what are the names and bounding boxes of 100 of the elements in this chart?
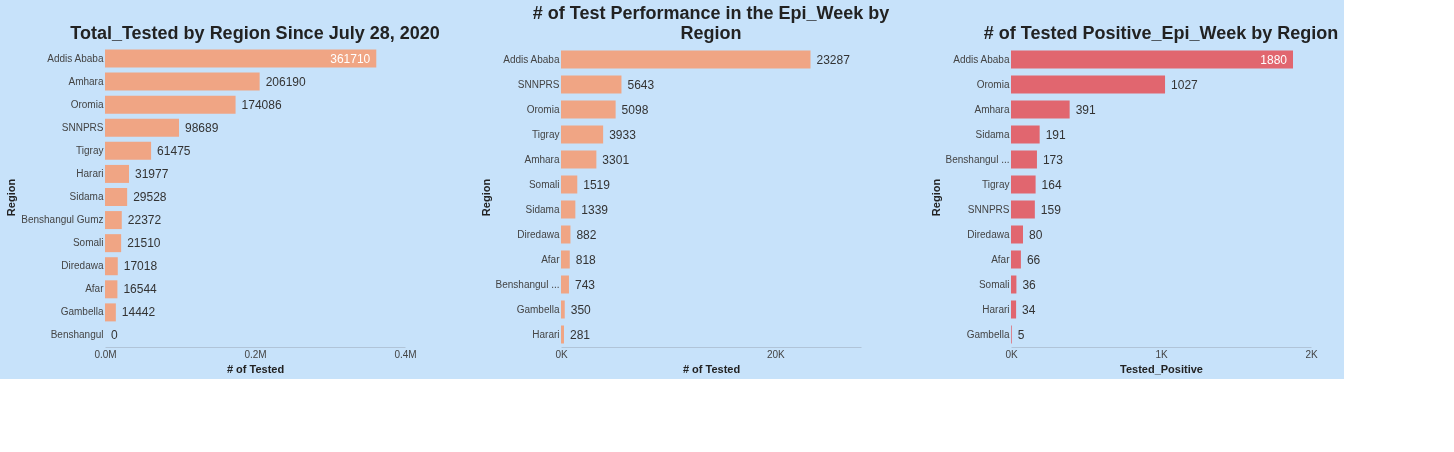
- bar: [561, 75, 622, 94]
- data-label: 31977: [134, 166, 169, 181]
- y-tick-label: Amhara: [68, 75, 104, 87]
- y-tick-label: Tigray: [982, 178, 1010, 190]
- bar: [561, 125, 604, 144]
- data-label: 5643: [627, 77, 655, 92]
- y-tick-label: Oromia: [526, 103, 560, 115]
- data-label: 29528: [133, 190, 167, 204]
- bar: [561, 150, 597, 169]
- y-tick-label: Benshangul ...: [945, 153, 1010, 165]
- bar: [1011, 300, 1017, 319]
- bar: [105, 280, 118, 299]
- y-tick-label: Afar: [991, 253, 1011, 265]
- data-label: 1519: [583, 177, 611, 192]
- data-label: 164: [1041, 177, 1062, 192]
- bar: [561, 275, 569, 294]
- bar: [561, 175, 578, 194]
- data-label: 191: [1045, 127, 1066, 142]
- x-tick-label: 0.0M: [94, 348, 117, 360]
- bar: [105, 72, 260, 91]
- data-label: 206190: [265, 74, 307, 89]
- data-label: 17018: [123, 259, 158, 274]
- data-label: 66: [1026, 252, 1041, 267]
- y-tick-label: Afar: [541, 253, 561, 265]
- y-tick-label: SNNPRS: [517, 78, 560, 90]
- x-tick-label: 1K: [1155, 348, 1168, 360]
- y-tick-label: Benshangul: [50, 329, 104, 341]
- x-tick-label: 0K: [1005, 348, 1018, 360]
- bar: [105, 303, 116, 322]
- data-label: 281: [570, 327, 591, 342]
- bar: [1011, 175, 1036, 194]
- y-tick-label: Gambella: [966, 328, 1010, 340]
- data-label: 98689: [185, 120, 219, 135]
- data-label: 5: [1017, 327, 1025, 342]
- x-tick-label: 20K: [766, 348, 786, 360]
- data-label: 173: [1042, 152, 1064, 167]
- bar: [561, 225, 571, 244]
- data-label: 818: [575, 252, 597, 267]
- data-label: 23287: [816, 52, 851, 67]
- y-tick-label: Addis Ababa: [503, 53, 560, 65]
- x-tick-label: 2K: [1305, 348, 1318, 360]
- bar: [561, 100, 616, 119]
- y-tick-label: Harari: [76, 167, 104, 179]
- bar: [561, 50, 811, 69]
- bar: [1011, 150, 1037, 169]
- data-label: 1339: [581, 202, 609, 217]
- data-label: 159: [1040, 202, 1062, 217]
- y-tick-label: Sidama: [69, 191, 104, 202]
- data-label: 16544: [123, 282, 158, 297]
- data-label: 22372: [127, 213, 162, 228]
- x-axis-title: # of Tested: [226, 362, 285, 375]
- y-tick-label: Amhara: [524, 153, 560, 165]
- y-tick-label: Somali: [978, 278, 1010, 290]
- data-label: 743: [574, 277, 596, 292]
- y-tick-label: Diredawa: [967, 228, 1010, 240]
- bar: [105, 211, 122, 230]
- data-label: 5098: [621, 102, 649, 117]
- x-axis-title: # of Tested: [682, 362, 741, 375]
- y-tick-label: Oromia: [976, 78, 1010, 90]
- data-label: 174086: [241, 97, 282, 112]
- y-tick-label: Somali: [72, 237, 104, 249]
- data-label: 350: [570, 302, 592, 317]
- x-tick-label: 0.2M: [244, 348, 267, 360]
- bar: [1011, 75, 1166, 94]
- bar: [105, 141, 152, 160]
- data-label: 882: [576, 227, 597, 242]
- data-label: 34: [1022, 302, 1036, 317]
- x-tick-label: 0K: [555, 348, 568, 360]
- bar: [105, 234, 122, 253]
- y-axis-title: Region: [929, 178, 942, 217]
- data-label: 361710: [330, 51, 371, 66]
- data-label: 3301: [602, 152, 630, 167]
- y-tick-label: Gambella: [60, 306, 104, 318]
- data-label: 391: [1075, 102, 1096, 117]
- data-label: 0: [111, 328, 118, 343]
- data-label: 80: [1029, 227, 1043, 242]
- data-label: 1027: [1171, 77, 1199, 92]
- data-label: 3933: [609, 127, 637, 142]
- y-axis-title: Region: [479, 178, 492, 217]
- bar: [1011, 125, 1040, 144]
- y-tick-label: Benshangul Gumz: [21, 214, 104, 226]
- chart-title: # of Test Performance in the Epi_Week by Region: [532, 3, 890, 43]
- x-tick-label: 0.4M: [394, 348, 417, 360]
- bar: [105, 164, 129, 183]
- data-label: 21510: [127, 236, 161, 251]
- y-tick-label: Sidama: [525, 203, 560, 215]
- data-label: 36: [1022, 277, 1037, 292]
- y-tick-label: Sidama: [975, 128, 1010, 140]
- data-label: 1880: [1260, 52, 1288, 67]
- y-tick-label: Diredawa: [61, 260, 104, 272]
- bar: [1011, 200, 1035, 219]
- bar: [105, 49, 377, 68]
- bar: [561, 250, 570, 269]
- y-tick-label: Somali: [528, 178, 560, 190]
- bar: [1011, 275, 1017, 294]
- y-tick-label: Oromia: [70, 98, 104, 110]
- y-tick-label: Amhara: [974, 103, 1010, 115]
- y-tick-label: Tigray: [532, 128, 560, 140]
- chart-title: Total_Tested by Region Since July 28, 2020: [70, 23, 440, 43]
- bar: [1011, 225, 1023, 244]
